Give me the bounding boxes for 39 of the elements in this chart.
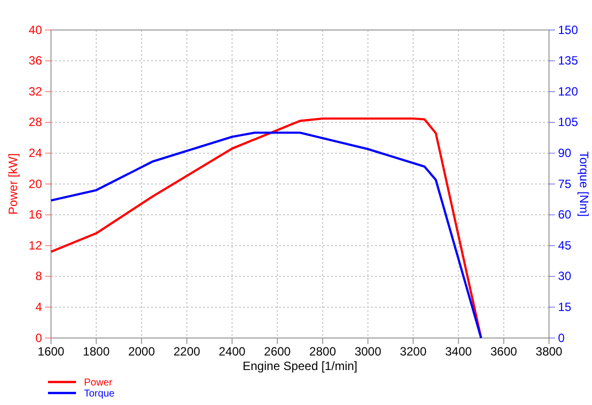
y2-axis-title: Torque [Nm] (577, 151, 591, 217)
y2-tick-label: 120 (558, 84, 578, 98)
y2-tick-label: 60 (558, 208, 572, 222)
x-tick-label: 2400 (218, 344, 246, 359)
y-tick-label: 28 (28, 115, 42, 130)
x-tick-label: 1600 (38, 344, 65, 359)
y2-tick-label: 150 (558, 22, 578, 37)
y-tick-label: 4 (35, 300, 42, 314)
y-tick-label: 24 (28, 146, 42, 160)
x-tick-label: 1800 (82, 344, 110, 359)
y2-tick-label: 135 (558, 54, 578, 68)
y-tick-label: 8 (35, 269, 42, 284)
x-tick-label: 3600 (490, 344, 518, 359)
y-axis-title: Power [kW] (6, 153, 20, 215)
y2-tick-label: 0 (558, 330, 565, 345)
x-tick-label: 2600 (264, 344, 292, 359)
y2-tick-label: 75 (558, 176, 572, 191)
y-tick-label: 0 (35, 330, 42, 345)
y2-tick-label: 15 (558, 300, 572, 314)
x-axis-title: Engine Speed [1/min] (242, 359, 358, 373)
y2-tick-label: 90 (558, 146, 572, 160)
x-tick-label: 2000 (128, 344, 156, 359)
y-tick-label: 16 (28, 208, 42, 222)
legend-label: Power (84, 378, 114, 388)
x-tick-label: 2800 (309, 344, 336, 359)
x-tick-label: 2200 (173, 344, 200, 359)
x-tick-label: 3400 (445, 344, 472, 359)
y2-tick-label: 45 (558, 238, 572, 252)
x-tick-label: 3200 (400, 344, 427, 359)
legend-label: Torque (84, 388, 116, 400)
y-tick-label: 20 (28, 176, 42, 191)
x-tick-label: 3800 (536, 344, 563, 359)
y-tick-label: 40 (28, 22, 42, 37)
y-tick-label: 12 (28, 238, 42, 252)
x-tick-label: 3000 (354, 344, 382, 359)
y2-tick-label: 30 (558, 269, 572, 284)
y-tick-label: 32 (28, 84, 42, 98)
y-tick-label: 36 (28, 54, 42, 68)
y2-tick-label: 105 (558, 115, 578, 130)
